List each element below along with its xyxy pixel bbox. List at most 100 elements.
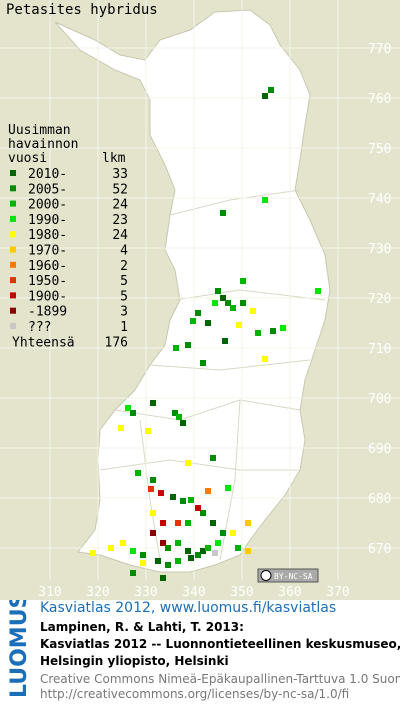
y-grid-label: 730	[368, 242, 391, 257]
observation-square	[130, 410, 136, 416]
observation-square	[245, 548, 251, 554]
legend-label: 1970-	[28, 244, 67, 259]
y-grid-label: 670	[368, 542, 391, 557]
footer-link: Kasviatlas 2012, www.luomus.fi/kasviatla…	[40, 600, 337, 616]
region-border	[169, 189, 301, 216]
observation-square	[195, 505, 201, 511]
observation-square	[236, 322, 242, 328]
x-grid-label: 350	[230, 585, 253, 600]
license-badge: BY-NC-SA	[257, 568, 319, 583]
observation-square	[212, 550, 218, 556]
x-grid-label: 360	[278, 585, 301, 600]
observation-square	[205, 320, 211, 326]
observation-square	[188, 555, 194, 561]
observation-square	[262, 93, 268, 99]
legend-heading: vuosi	[8, 151, 47, 166]
observation-square	[165, 562, 171, 568]
observation-square	[165, 545, 171, 551]
observation-square	[200, 510, 206, 516]
observation-square	[150, 530, 156, 536]
observation-square	[220, 210, 226, 216]
y-grid-label: 680	[368, 492, 391, 507]
legend-swatch	[10, 215, 16, 222]
observation-square	[262, 197, 268, 203]
legend-label: ???	[28, 320, 51, 335]
observation-square	[230, 530, 236, 536]
observation-square	[185, 460, 191, 466]
observation-square	[210, 455, 216, 461]
legend-label: -1899	[28, 305, 67, 320]
observation-square	[160, 520, 166, 526]
legend-label: 2000-	[28, 198, 67, 213]
observation-square	[150, 477, 156, 483]
legend-swatch	[10, 200, 16, 207]
legend-label: 1950-	[28, 274, 67, 289]
observation-square	[230, 305, 236, 311]
region-border	[139, 419, 161, 561]
legend-swatch	[10, 170, 16, 176]
legend-total-count: 176	[105, 335, 128, 350]
observation-square	[125, 405, 131, 411]
observation-square	[148, 486, 154, 492]
observation-square	[175, 520, 181, 526]
legend-count: 5	[120, 274, 128, 289]
observation-square	[212, 300, 218, 306]
observation-square	[250, 308, 256, 314]
observation-square	[175, 540, 181, 546]
badge-icon	[260, 570, 272, 581]
observation-square	[195, 310, 201, 316]
legend-label: 1900-	[28, 289, 67, 304]
observation-square	[180, 498, 186, 504]
observation-square	[90, 550, 96, 556]
y-grid-label: 710	[368, 342, 391, 357]
observation-square	[225, 300, 231, 306]
brand: LUOMUS	[7, 593, 32, 698]
observation-square	[185, 520, 191, 526]
observation-square	[145, 428, 151, 434]
legend-count: 4	[120, 244, 128, 259]
observation-square	[188, 497, 194, 503]
legend-swatch	[10, 185, 16, 192]
observation-square	[190, 318, 196, 324]
observation-square	[118, 425, 124, 431]
legend-label: 2010-	[28, 167, 67, 182]
legend-heading: havainnon	[8, 137, 78, 152]
x-grid-label: 330	[134, 585, 157, 600]
observation-square	[195, 552, 201, 558]
finland-outline	[54, 9, 331, 573]
license-line: http://creativecommons.org/licenses/by-n…	[40, 687, 350, 701]
legend-label: 1960-	[28, 259, 67, 274]
legend-swatch	[10, 277, 16, 284]
legend-swatch	[10, 231, 16, 238]
legend-count: 5	[120, 289, 128, 304]
observation-square	[120, 540, 126, 546]
observation-square	[235, 545, 241, 551]
legend-label: 2005-	[28, 182, 67, 197]
region-border	[99, 459, 300, 471]
legend-count: 23	[112, 213, 128, 228]
observation-square	[150, 400, 156, 406]
observation-square	[215, 540, 221, 546]
observation-square	[155, 558, 161, 564]
observation-square	[200, 548, 206, 554]
observation-square	[173, 345, 179, 351]
observation-square	[160, 540, 166, 546]
observation-square	[170, 494, 176, 500]
citation-line: Helsingin yliopisto, Helsinki	[40, 654, 229, 668]
legend-count: 33	[112, 167, 128, 182]
legend-total-label: Yhteensä	[12, 335, 75, 350]
x-grid-label: 340	[182, 585, 205, 600]
legend-heading: Uusimman	[8, 123, 71, 138]
observation-square	[205, 545, 211, 551]
observation-square	[180, 420, 186, 426]
observation-square	[205, 488, 211, 494]
observation-square	[176, 414, 182, 420]
observation-square	[175, 558, 181, 564]
observation-square	[108, 545, 114, 551]
observation-square	[215, 288, 221, 294]
brand-column: LUOMUS	[0, 593, 36, 702]
legend-label: 1980-	[28, 228, 67, 243]
observation-square	[185, 342, 191, 348]
legend-count: 2	[120, 259, 128, 274]
badge-text: BY-NC-SA	[274, 572, 313, 581]
